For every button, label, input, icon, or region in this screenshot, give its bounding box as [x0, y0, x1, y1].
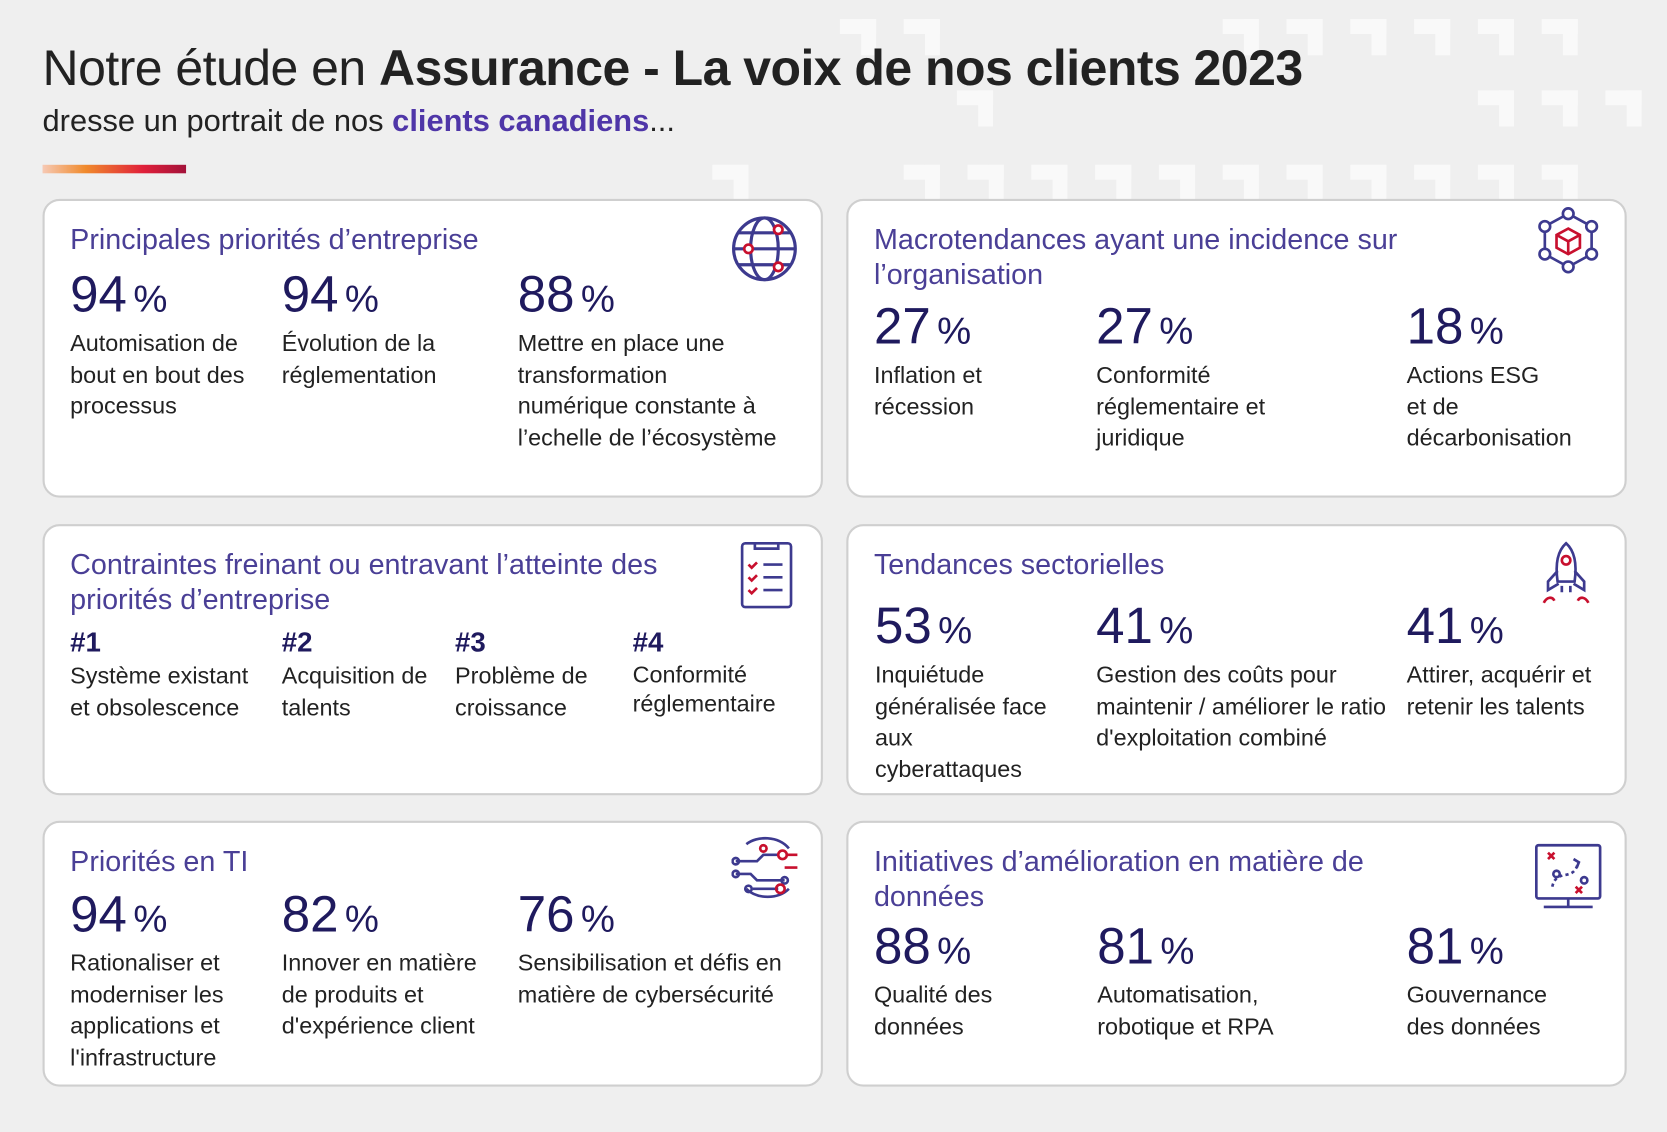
card-industry-trends: Tendances sectorielles 53% Inquiétude gén…	[846, 524, 1627, 796]
stat: 53% Inquiétude généralisée face aux cyber…	[875, 598, 1047, 782]
card-title: Contraintes freinant ou entravant l’atte…	[70, 548, 658, 616]
card-macro-trends: Macrotendances ayant une incidence sur l…	[846, 198, 1627, 498]
stat: #3 Problème de croissance	[455, 626, 588, 721]
card-title: Tendances sectorielles	[873, 548, 1165, 581]
stat: #2 Acquisition de talents	[281, 626, 428, 721]
strategy-board-icon	[1534, 843, 1602, 909]
rocket-icon	[1542, 541, 1590, 604]
card-title: Principales priorités d’entreprise	[70, 223, 479, 256]
network-cube-icon	[1538, 207, 1599, 274]
stat: 27% Conformité réglementaire et juridique	[1096, 298, 1266, 451]
stat: 18% Actions ESG et de décarbonisation	[1406, 298, 1572, 451]
circuit-icon	[731, 837, 798, 899]
card-title: Initiatives d’amélioration en matière de…	[873, 845, 1364, 913]
globe-icon	[732, 216, 797, 282]
card-constraints: Contraintes freinant ou entravant l’atte…	[42, 524, 823, 796]
stat: 94% Automisation de bout en bout des proc…	[70, 266, 245, 419]
stat: 94% Évolution de la réglementation	[281, 266, 437, 388]
stat: 82% Innover en matière de produits et d'e…	[281, 886, 477, 1039]
stat: 41% Gestion des coûts pour maintenir / am…	[1096, 598, 1387, 751]
card-it-priorities: Priorités en TI 94% Rationaliser et moder…	[42, 820, 823, 1087]
checklist-icon	[740, 541, 793, 609]
stat: 88% Mettre en place une transformation nu…	[517, 266, 777, 451]
page-title: Notre étude en Assurance - La voix de no…	[42, 39, 1304, 96]
stat: 81% Automatisation, robotique et RPA	[1097, 918, 1274, 1040]
stat: 81% Gouvernance des données	[1406, 918, 1548, 1040]
stat: 41% Attirer, acquérir et retenir les tale…	[1406, 598, 1592, 720]
card-business-priorities: Principales priorités d’entreprise 94% Au…	[42, 198, 823, 498]
accent-gradient-bar	[42, 164, 187, 174]
highlight-text: clients canadiens	[392, 104, 650, 139]
card-data-initiatives: Initiatives d’amélioration en matière de…	[846, 820, 1627, 1087]
card-title: Priorités en TI	[70, 845, 249, 878]
stat: 88% Qualité des données	[873, 918, 993, 1040]
stat: 27% Inflation et récession	[873, 298, 982, 420]
page-subtitle: dresse un portrait de nos clients canadi…	[42, 104, 675, 139]
stat: 94% Rationaliser et moderniser les applic…	[70, 886, 224, 1071]
stat: 76% Sensibilisation et défis en matière d…	[517, 886, 782, 1008]
stat: #4 Conformité réglementaire	[632, 626, 776, 717]
card-title: Macrotendances ayant une incidence sur l…	[873, 223, 1398, 291]
stat: #1 Système existant et obsolescence	[70, 626, 249, 721]
